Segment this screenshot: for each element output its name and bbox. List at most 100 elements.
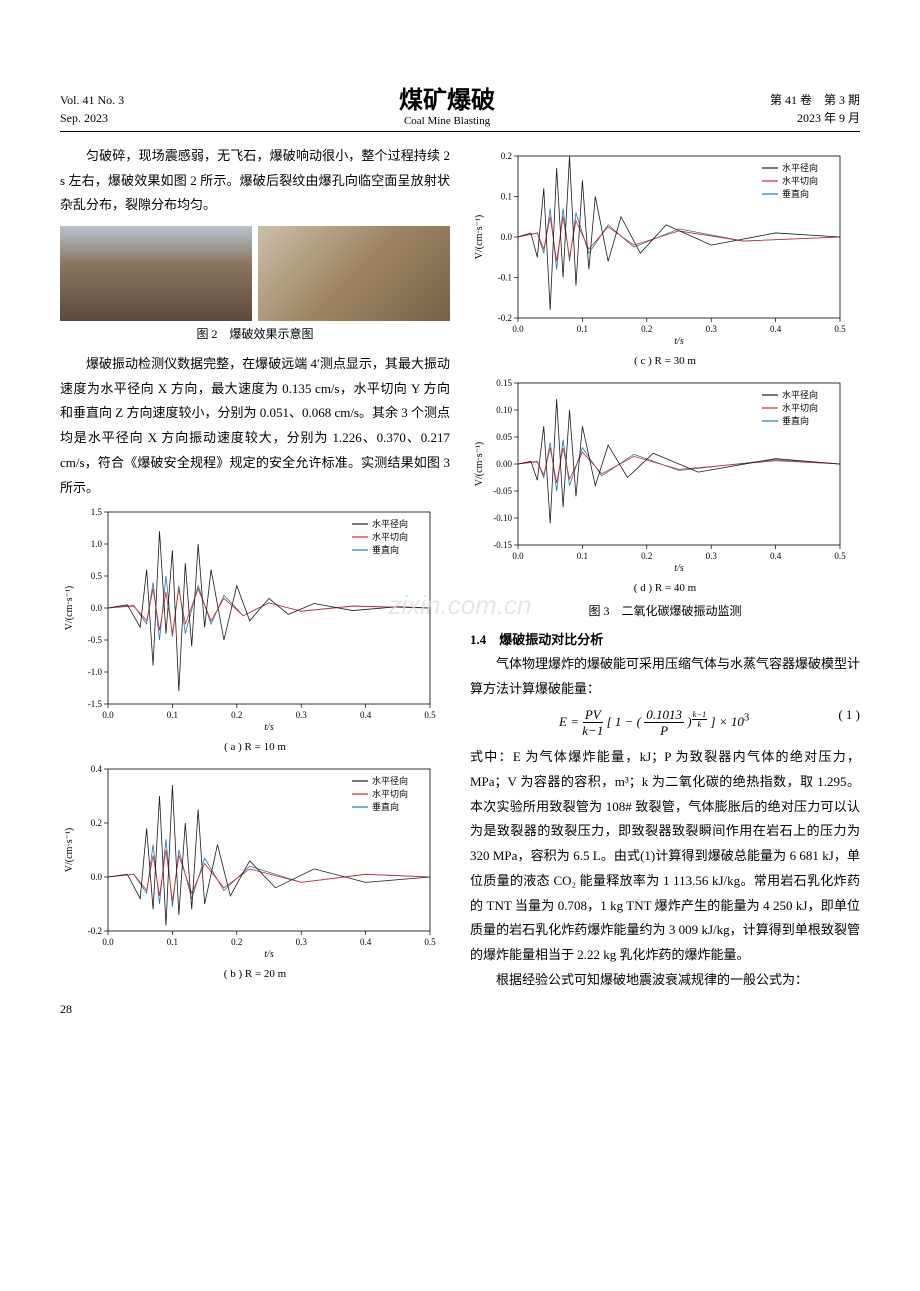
header-center: 煤矿爆破 Coal Mine Blasting bbox=[399, 80, 495, 127]
page-number: 28 bbox=[60, 1002, 860, 1017]
svg-text:0.1: 0.1 bbox=[577, 551, 588, 561]
svg-text:V/(cm·s⁻¹): V/(cm·s⁻¹) bbox=[474, 442, 485, 486]
chart-c: 0.00.10.20.30.40.5-0.2-0.10.00.10.2t/sV/… bbox=[470, 148, 860, 353]
paragraph-1: 匀破碎，现场震感弱，无飞石，爆破响动很小，整个过程持续 2 s 左右，爆破效果如… bbox=[60, 144, 450, 218]
svg-text:0.2: 0.2 bbox=[91, 818, 102, 828]
journal-title-en: Coal Mine Blasting bbox=[399, 115, 495, 127]
svg-text:0.5: 0.5 bbox=[834, 551, 846, 561]
svg-text:0.10: 0.10 bbox=[496, 405, 512, 415]
chart-b-svg: 0.00.10.20.30.40.5-0.20.00.20.4t/sV/(cm·… bbox=[60, 761, 440, 961]
svg-text:V/(cm·s⁻¹): V/(cm·s⁻¹) bbox=[474, 215, 485, 259]
figure-2-caption: 图 2 爆破效果示意图 bbox=[60, 325, 450, 342]
svg-text:0.2: 0.2 bbox=[501, 151, 512, 161]
eq1-number: ( 1 ) bbox=[838, 707, 860, 723]
svg-text:水平径向: 水平径向 bbox=[372, 518, 408, 529]
svg-text:0.2: 0.2 bbox=[641, 324, 652, 334]
chart-d-sub: ( d ) R = 40 m bbox=[470, 582, 860, 594]
svg-text:0.2: 0.2 bbox=[641, 551, 652, 561]
chart-d-svg: 0.00.10.20.30.40.5-0.15-0.10-0.050.000.0… bbox=[470, 375, 850, 575]
paragraph-4: 式中：E 为气体爆炸能量，kJ；P 为致裂器内气体的绝对压力，MPa；V 为容器… bbox=[470, 745, 860, 967]
svg-text:t/s: t/s bbox=[674, 336, 684, 347]
svg-text:水平切向: 水平切向 bbox=[372, 531, 408, 542]
content-columns: 匀破碎，现场震感弱，无飞石，爆破响动很小，整个过程持续 2 s 左右，爆破效果如… bbox=[60, 144, 860, 992]
figure-3-caption: 图 3 二氧化碳爆破振动监测 bbox=[470, 602, 860, 619]
svg-text:-1.0: -1.0 bbox=[88, 667, 103, 677]
svg-text:垂直向: 垂直向 bbox=[372, 801, 399, 812]
date-line: Sep. 2023 bbox=[60, 109, 124, 127]
chart-c-svg: 0.00.10.20.30.40.5-0.2-0.10.00.10.2t/sV/… bbox=[470, 148, 850, 348]
photo-b bbox=[258, 226, 450, 321]
svg-text:水平切向: 水平切向 bbox=[782, 175, 818, 186]
journal-title-cn: 煤矿爆破 bbox=[399, 80, 495, 115]
chart-c-sub: ( c ) R = 30 m bbox=[470, 355, 860, 367]
svg-text:0.0: 0.0 bbox=[102, 710, 114, 720]
page-header: Vol. 41 No. 3 Sep. 2023 煤矿爆破 Coal Mine B… bbox=[60, 80, 860, 132]
svg-text:0.4: 0.4 bbox=[91, 764, 103, 774]
svg-text:垂直向: 垂直向 bbox=[372, 544, 399, 555]
svg-text:t/s: t/s bbox=[674, 563, 684, 574]
svg-text:0.4: 0.4 bbox=[770, 551, 782, 561]
svg-text:垂直向: 垂直向 bbox=[782, 415, 809, 426]
svg-text:0.5: 0.5 bbox=[834, 324, 846, 334]
svg-text:0.2: 0.2 bbox=[231, 710, 242, 720]
svg-text:0.0: 0.0 bbox=[91, 872, 103, 882]
svg-text:0.1: 0.1 bbox=[501, 192, 512, 202]
svg-text:0.3: 0.3 bbox=[296, 937, 308, 947]
svg-text:0.5: 0.5 bbox=[91, 571, 103, 581]
svg-text:0.1: 0.1 bbox=[167, 710, 178, 720]
svg-text:0.4: 0.4 bbox=[770, 324, 782, 334]
header-right: 第 41 卷 第 3 期 2023 年 9 月 bbox=[770, 91, 860, 127]
svg-text:0.05: 0.05 bbox=[496, 432, 512, 442]
svg-text:0.5: 0.5 bbox=[424, 710, 436, 720]
issue-cn: 第 41 卷 第 3 期 bbox=[770, 91, 860, 109]
svg-text:-0.2: -0.2 bbox=[88, 926, 102, 936]
paragraph-3: 气体物理爆炸的爆破能可采用压缩气体与水蒸气容器爆破模型计算方法计算爆破能量： bbox=[470, 652, 860, 701]
header-left: Vol. 41 No. 3 Sep. 2023 bbox=[60, 91, 124, 127]
svg-text:0.4: 0.4 bbox=[360, 937, 372, 947]
svg-text:-0.10: -0.10 bbox=[493, 513, 512, 523]
chart-a: 0.00.10.20.30.40.5-1.5-1.0-0.50.00.51.01… bbox=[60, 504, 450, 739]
svg-text:0.2: 0.2 bbox=[231, 937, 242, 947]
chart-b: 0.00.10.20.30.40.5-0.20.00.20.4t/sV/(cm·… bbox=[60, 761, 450, 966]
svg-text:0.0: 0.0 bbox=[501, 232, 513, 242]
svg-text:0.0: 0.0 bbox=[512, 324, 524, 334]
svg-text:-0.5: -0.5 bbox=[88, 635, 103, 645]
svg-text:水平径向: 水平径向 bbox=[782, 389, 818, 400]
svg-text:t/s: t/s bbox=[264, 722, 274, 733]
svg-text:0.3: 0.3 bbox=[706, 551, 718, 561]
svg-text:水平切向: 水平切向 bbox=[782, 402, 818, 413]
svg-text:-0.2: -0.2 bbox=[498, 313, 512, 323]
left-column: 匀破碎，现场震感弱，无飞石，爆破响动很小，整个过程持续 2 s 左右，爆破效果如… bbox=[60, 144, 450, 992]
svg-text:0.00: 0.00 bbox=[496, 459, 512, 469]
chart-b-sub: ( b ) R = 20 m bbox=[60, 968, 450, 980]
svg-text:0.3: 0.3 bbox=[296, 710, 308, 720]
svg-text:-0.15: -0.15 bbox=[493, 540, 512, 550]
figure-2-photos bbox=[60, 226, 450, 321]
svg-text:0.5: 0.5 bbox=[424, 937, 436, 947]
svg-text:V/(cm·s⁻¹): V/(cm·s⁻¹) bbox=[64, 586, 75, 630]
chart-d: 0.00.10.20.30.40.5-0.15-0.10-0.050.000.0… bbox=[470, 375, 860, 580]
svg-text:0.0: 0.0 bbox=[512, 551, 524, 561]
right-column: 0.0 0.1 0.2 0.3 0.4 0.5 -0.2 -0.1 0.0 0.1 0.2 t/s V/… bbox=[470, 144, 860, 992]
svg-text:水平切向: 水平切向 bbox=[372, 788, 408, 799]
svg-text:垂直向: 垂直向 bbox=[782, 188, 809, 199]
date-cn: 2023 年 9 月 bbox=[770, 109, 860, 127]
svg-text:0.1: 0.1 bbox=[577, 324, 588, 334]
svg-text:-1.5: -1.5 bbox=[88, 699, 103, 709]
paragraph-2: 爆破振动检测仪数据完整，在爆破远端 4′测点显示，其最大振动速度为水平径向 X … bbox=[60, 352, 450, 500]
eq1-body: E = PVk−1 [ 1 − ( 0.1013P )k−1k ] × 103 bbox=[559, 714, 749, 729]
vol-line: Vol. 41 No. 3 bbox=[60, 91, 124, 109]
svg-text:0.0: 0.0 bbox=[91, 603, 103, 613]
svg-text:V/(cm·s⁻¹): V/(cm·s⁻¹) bbox=[64, 828, 75, 872]
svg-text:水平径向: 水平径向 bbox=[372, 775, 408, 786]
svg-text:水平径向: 水平径向 bbox=[782, 162, 818, 173]
section-1-4-heading: 1.4 爆破振动对比分析 bbox=[470, 629, 860, 648]
svg-text:0.1: 0.1 bbox=[167, 937, 178, 947]
svg-text:-0.1: -0.1 bbox=[498, 273, 512, 283]
svg-text:0.4: 0.4 bbox=[360, 710, 372, 720]
paragraph-5: 根据经验公式可知爆破地震波衰减规律的一般公式为： bbox=[470, 968, 860, 993]
svg-text:1.5: 1.5 bbox=[91, 507, 103, 517]
svg-text:0.0: 0.0 bbox=[102, 937, 114, 947]
chart-a-sub: ( a ) R = 10 m bbox=[60, 741, 450, 753]
svg-text:0.15: 0.15 bbox=[496, 378, 512, 388]
